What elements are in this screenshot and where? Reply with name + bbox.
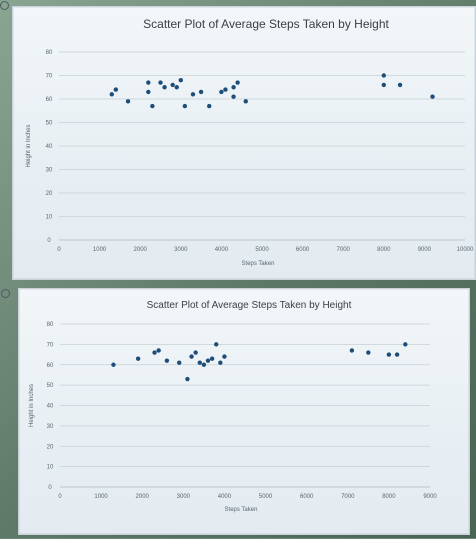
x-axis-label: Steps Taken (225, 507, 258, 513)
scatter-point (381, 73, 386, 78)
y-tick-label: 10 (46, 215, 53, 221)
scatter-point (381, 82, 386, 88)
x-tick-label: 8000 (377, 247, 391, 253)
scatter-point (182, 103, 188, 109)
y-tick-label: 60 (46, 97, 53, 103)
x-axis-label: Steps Taken (242, 261, 275, 267)
scatter-chart-2: Scatter Plot of Average Steps Taken by H… (29, 300, 437, 513)
x-tick-label: 5000 (255, 247, 269, 253)
scatter-point (349, 348, 355, 353)
scatter-point (207, 103, 212, 109)
scatter-point (198, 89, 204, 95)
scatter-point (158, 80, 163, 85)
y-tick-label: 20 (47, 444, 54, 450)
x-tick-label: 2000 (136, 494, 150, 500)
y-tick-label: 20 (46, 191, 53, 197)
x-tick-label: 9000 (418, 247, 432, 253)
x-tick-label: 3000 (177, 494, 191, 500)
scatter-point (218, 360, 223, 365)
scatter-point (185, 376, 190, 382)
scatter-point (397, 82, 403, 88)
x-tick-label: 0 (57, 247, 61, 253)
y-tick-label: 0 (48, 485, 52, 491)
x-tick-label: 1000 (93, 247, 107, 253)
scatter-point (243, 99, 248, 104)
y-tick-label: 40 (47, 404, 54, 410)
chart-title: Scatter Plot of Average Steps Taken by H… (143, 17, 389, 31)
x-tick-label: 4000 (218, 494, 232, 500)
x-tick-label: 7000 (337, 247, 351, 253)
x-tick-label: 5000 (259, 494, 273, 500)
x-tick-label: 6000 (296, 247, 310, 253)
y-tick-label: 30 (46, 168, 53, 174)
scatter-point (162, 85, 167, 90)
y-tick-label: 50 (47, 383, 54, 389)
chart-title: Scatter Plot of Average Steps Taken by H… (147, 300, 352, 311)
y-tick-label: 50 (46, 121, 53, 127)
x-tick-label: 8000 (382, 494, 396, 500)
scatter-point (150, 103, 155, 109)
scatter-point (190, 92, 196, 97)
scatter-point (135, 356, 141, 361)
scatter-point (231, 94, 236, 99)
scatter-point (146, 89, 151, 95)
scatter-point (189, 354, 194, 359)
y-tick-label: 80 (47, 322, 54, 328)
scatter-point (235, 80, 240, 85)
y-tick-label: 10 (47, 465, 54, 471)
scatter-point (231, 85, 236, 90)
scatter-point (178, 78, 183, 83)
scatter-point (205, 358, 211, 363)
x-tick-label: 4000 (215, 247, 229, 253)
y-tick-label: 70 (47, 342, 54, 348)
scatter-point (222, 354, 227, 359)
x-tick-label: 7000 (341, 494, 355, 500)
x-tick-label: 10000 (457, 247, 474, 253)
y-tick-label: 0 (47, 238, 51, 244)
scatter-point (109, 92, 114, 97)
scatter-point (403, 342, 408, 347)
x-tick-label: 6000 (300, 494, 314, 500)
scatter-point (430, 94, 435, 99)
radio-option-2[interactable] (1, 289, 10, 298)
x-tick-label: 9000 (423, 494, 437, 500)
scatter-point (366, 350, 371, 355)
scatter-point (125, 99, 131, 104)
scatter-point (219, 89, 224, 95)
scatter-point (201, 362, 207, 367)
y-axis-label: Height in Inches (29, 384, 35, 427)
scatter-point (214, 342, 219, 347)
scatter-point (386, 352, 392, 357)
scatter-point (156, 348, 161, 353)
x-tick-label: 1000 (94, 494, 108, 500)
scatter-point (177, 360, 182, 365)
x-tick-label: 0 (58, 494, 62, 500)
scatter-point (111, 362, 116, 367)
scatter-point (152, 350, 157, 355)
scatter-point (170, 82, 175, 88)
chart-panel-2: Scatter Plot of Average Steps Taken by H… (18, 288, 470, 535)
y-axis-label: Height in Inches (26, 124, 32, 167)
y-tick-label: 60 (47, 363, 54, 369)
scatter-point (174, 85, 179, 90)
scatter-point (164, 358, 170, 363)
y-tick-label: 70 (46, 74, 53, 80)
chart-panel-1: Scatter Plot of Average Steps Taken by H… (12, 6, 476, 280)
scatter-point (394, 352, 400, 357)
scatter-point (113, 87, 119, 92)
scatter-point (197, 360, 202, 365)
scatter-chart-1: Scatter Plot of Average Steps Taken by H… (26, 17, 474, 267)
y-tick-label: 80 (46, 50, 53, 56)
x-tick-label: 3000 (174, 247, 188, 253)
radio-option-1[interactable] (0, 1, 9, 10)
scatter-point (193, 350, 198, 355)
x-tick-label: 2000 (134, 247, 148, 253)
scatter-point (146, 80, 151, 85)
y-tick-label: 40 (46, 144, 53, 150)
scatter-point (223, 87, 228, 92)
y-tick-label: 30 (47, 424, 54, 430)
scatter-point (209, 356, 215, 361)
